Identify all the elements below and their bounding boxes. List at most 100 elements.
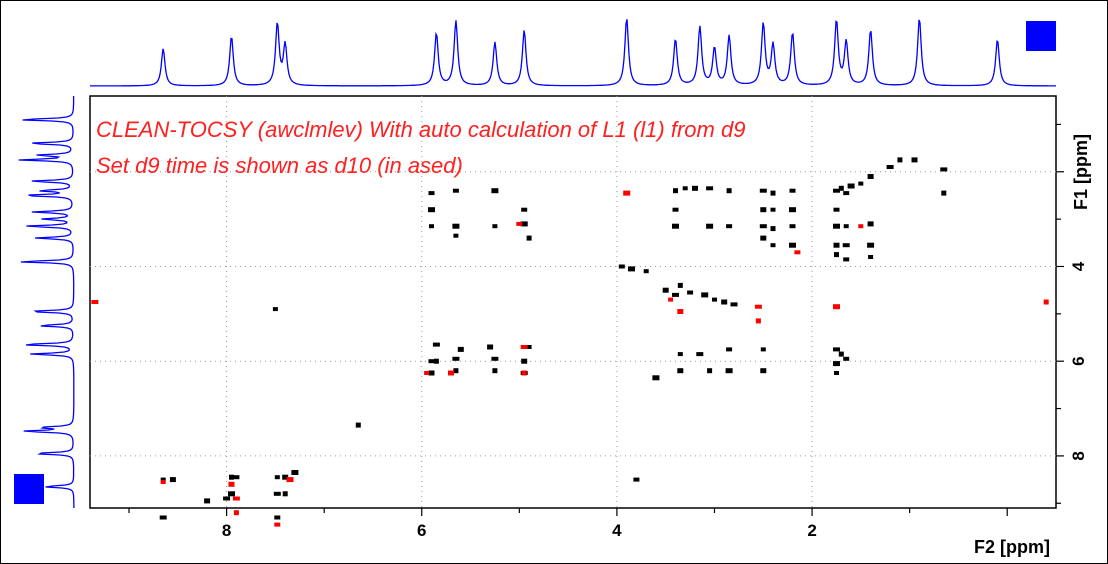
positive-cross-peak — [492, 368, 498, 374]
negative-cross-peak — [228, 481, 235, 487]
negative-cross-peak — [232, 496, 240, 501]
axis-ticks: 8 6 4 2 4 6 8 — [128, 123, 1088, 540]
positive-cross-peak — [847, 183, 855, 189]
positive-cross-peak — [282, 491, 288, 497]
positive-cross-peak — [204, 498, 211, 504]
x-axis-title: F2 [ppm] — [974, 537, 1050, 557]
positive-cross-peak — [897, 157, 903, 163]
positive-cross-peak — [833, 242, 840, 248]
negative-cross-peak — [520, 345, 528, 349]
positive-cross-peak — [526, 345, 532, 349]
positive-cross-peak — [233, 475, 240, 480]
positive-cross-peak — [652, 375, 660, 381]
plot-frame — [89, 95, 1057, 509]
positive-cross-peak — [628, 266, 635, 272]
cross-peaks — [91, 157, 1049, 527]
annotation-line-2: Set d9 time is shown as d10 (in ased) — [96, 153, 463, 178]
negative-cross-peak — [521, 370, 527, 376]
positive-cross-peak — [789, 207, 796, 213]
positive-cross-peak — [487, 344, 494, 350]
positive-cross-peak — [838, 185, 844, 191]
positive-cross-peak — [843, 224, 849, 229]
x-tick-label: 6 — [417, 521, 426, 540]
x-tick-label: 8 — [222, 521, 231, 540]
positive-cross-peak — [706, 223, 714, 229]
positive-cross-peak — [692, 185, 698, 191]
positive-cross-peak — [492, 224, 498, 229]
positive-cross-peak — [521, 358, 528, 364]
negative-cross-peak — [424, 371, 430, 375]
positive-cross-peak — [833, 188, 840, 193]
positive-cross-peak — [633, 477, 640, 482]
y-tick-label: 6 — [1069, 356, 1088, 365]
negative-cross-peak — [677, 309, 684, 314]
positive-cross-peak — [789, 242, 796, 248]
f2-projection-marker — [1026, 21, 1056, 51]
positive-cross-peak — [429, 224, 434, 229]
positive-cross-peak — [770, 190, 776, 196]
positive-cross-peak — [770, 243, 776, 248]
negative-cross-peak — [668, 297, 674, 302]
positive-cross-peak — [760, 368, 767, 374]
positive-cross-peak — [428, 359, 435, 364]
positive-cross-peak — [453, 368, 459, 374]
positive-cross-peak — [452, 356, 460, 361]
positive-cross-peak — [457, 346, 464, 352]
negative-cross-peak — [516, 221, 523, 226]
positive-cross-peak — [274, 515, 281, 520]
positive-cross-peak — [843, 356, 850, 361]
negative-cross-peak — [1043, 299, 1049, 305]
positive-cross-peak — [770, 207, 776, 212]
positive-cross-peak — [274, 475, 280, 480]
positive-cross-peak — [687, 290, 694, 295]
positive-cross-peak — [759, 188, 767, 193]
positive-cross-peak — [273, 491, 281, 496]
positive-cross-peak — [886, 165, 894, 169]
positive-cross-peak — [701, 292, 709, 298]
positive-cross-peak — [428, 207, 435, 213]
negative-cross-peak — [274, 522, 281, 527]
positive-cross-peak — [867, 242, 875, 248]
positive-cross-peak — [706, 186, 714, 191]
positive-cross-peak — [272, 307, 278, 312]
positive-cross-peak — [868, 255, 874, 259]
positive-cross-peak — [677, 282, 683, 288]
positive-cross-peak — [712, 297, 717, 302]
positive-cross-peak — [520, 221, 528, 227]
x-tick-label: 2 — [807, 521, 816, 540]
positive-cross-peak — [432, 342, 440, 347]
positive-cross-peak — [672, 207, 679, 212]
positive-cross-peak — [726, 188, 732, 194]
f1-projection — [18, 96, 75, 508]
positive-cross-peak — [662, 287, 669, 293]
positive-cross-peak — [726, 224, 733, 229]
positive-cross-peak — [834, 252, 839, 258]
positive-cross-peak — [730, 302, 738, 307]
positive-cross-peak — [682, 186, 688, 191]
positive-cross-peak — [677, 368, 684, 374]
positive-cross-peak — [673, 188, 678, 194]
negative-cross-peak — [91, 300, 99, 304]
positive-cross-peak — [672, 292, 679, 297]
positive-cross-peak — [433, 358, 439, 364]
positive-cross-peak — [725, 368, 733, 374]
positive-cross-peak — [169, 477, 176, 483]
negative-cross-peak — [794, 250, 801, 255]
positive-cross-peak — [159, 515, 167, 520]
y-tick-label: 4 — [1069, 261, 1088, 271]
negative-cross-peak — [623, 190, 631, 196]
positive-cross-peak — [291, 470, 299, 475]
f1-projection-marker — [14, 474, 44, 504]
positive-cross-peak — [707, 368, 713, 374]
positive-cross-peak — [940, 167, 948, 172]
positive-cross-peak — [643, 269, 649, 274]
negative-cross-peak — [448, 370, 454, 376]
positive-cross-peak — [760, 235, 767, 241]
positive-cross-peak — [452, 223, 460, 229]
positive-cross-peak — [491, 188, 499, 194]
positive-cross-peak — [760, 207, 767, 213]
y-axis-title: F1 [ppm] — [1071, 134, 1091, 210]
positive-cross-peak — [843, 191, 850, 196]
